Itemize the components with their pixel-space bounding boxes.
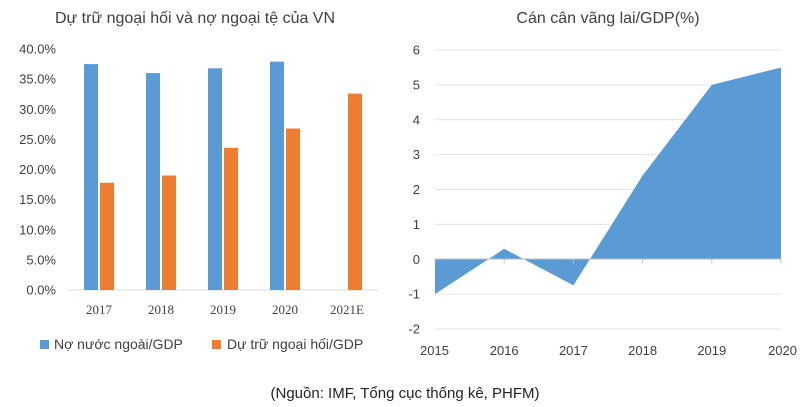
left-y-tick-label: 25.0%	[19, 132, 56, 147]
bar-reserves-2021E	[348, 93, 362, 291]
left-y-tick-label: 40.0%	[19, 42, 56, 57]
right-x-axis: 2015 2016 2017 2018 2019 2020	[420, 259, 797, 358]
bar-debt-2019	[208, 68, 222, 290]
right-y-axis: 6 5 4 3 2 1 0 -1 -2	[408, 43, 420, 337]
right-x-tick-label: 2020	[768, 343, 797, 358]
left-y-tick-label: 0.0%	[26, 283, 56, 298]
right-x-tick-label: 2018	[628, 343, 657, 358]
left-y-tick-label: 15.0%	[19, 192, 56, 207]
right-y-tick-label: 6	[413, 43, 420, 58]
left-bars	[84, 61, 362, 291]
right-y-tick-label: -2	[408, 322, 420, 337]
legend-swatch-debt	[40, 340, 49, 349]
left-x-tick-label: 2017	[86, 302, 113, 317]
left-y-tick-label: 5.0%	[26, 252, 56, 267]
right-gridlines	[435, 49, 781, 330]
left-legend: Nợ nước ngoài/GDP Dự trữ ngoại hối/GDP	[40, 336, 363, 352]
right-chart-title: Cán cân vãng lai/GDP(%)	[516, 10, 699, 27]
right-y-tick-label: 0	[413, 252, 420, 267]
left-y-tick-label: 20.0%	[19, 162, 56, 177]
right-y-tick-label: 2	[413, 182, 420, 197]
left-y-tick-label: 30.0%	[19, 102, 56, 117]
source-note: (Nguồn: IMF, Tổng cục thống kê, PHFM)	[271, 385, 540, 402]
right-y-tick-label: 1	[413, 217, 420, 232]
right-x-tick-label: 2016	[490, 343, 519, 358]
left-x-tick-label: 2018	[148, 302, 174, 317]
right-x-tick-label: 2019	[697, 343, 726, 358]
bar-reserves-2018	[162, 175, 176, 290]
left-chart-title: Dự trữ ngoại hối và nợ ngoại tệ của VN	[55, 10, 335, 27]
right-y-tick-label: 3	[413, 147, 420, 162]
bar-debt-2020	[270, 61, 284, 291]
legend-swatch-reserves	[212, 340, 221, 349]
right-y-tick-label: 5	[413, 77, 420, 92]
right-x-tick-label: 2017	[559, 343, 588, 358]
left-x-tick-label: 2021E	[330, 302, 364, 317]
right-area-series	[435, 67, 781, 295]
left-y-tick-label: 10.0%	[19, 222, 56, 237]
left-bar-chart: Dự trữ ngoại hối và nợ ngoại tệ của VN 4…	[19, 10, 378, 352]
right-y-tick-label: -1	[408, 287, 420, 302]
left-y-tick-label: 35.0%	[19, 72, 56, 87]
bar-reserves-2020	[286, 128, 300, 290]
bar-reserves-2019	[224, 147, 238, 290]
bar-reserves-2017	[100, 182, 114, 290]
legend-label-reserves: Dự trữ ngoại hối/GDP	[227, 336, 363, 352]
bar-debt-2018	[146, 73, 160, 290]
bar-debt-2017	[84, 64, 98, 290]
left-x-tick-label: 2019	[210, 302, 236, 317]
left-y-axis: 40.0% 35.0% 30.0% 25.0% 20.0% 15.0% 10.0% 5.0% 0…	[19, 42, 56, 298]
legend-label-debt: Nợ nước ngoài/GDP	[54, 336, 183, 352]
right-area-chart: Cán cân vãng lai/GDP(%) 6 5 4 3 2 1 0 -1 -2 2015…	[408, 10, 797, 358]
left-x-axis: 2017 2018 2019 2020 2021E	[86, 302, 364, 317]
right-x-tick-label: 2015	[420, 343, 449, 358]
left-x-tick-label: 2020	[272, 302, 298, 317]
right-y-tick-label: 4	[413, 112, 420, 127]
